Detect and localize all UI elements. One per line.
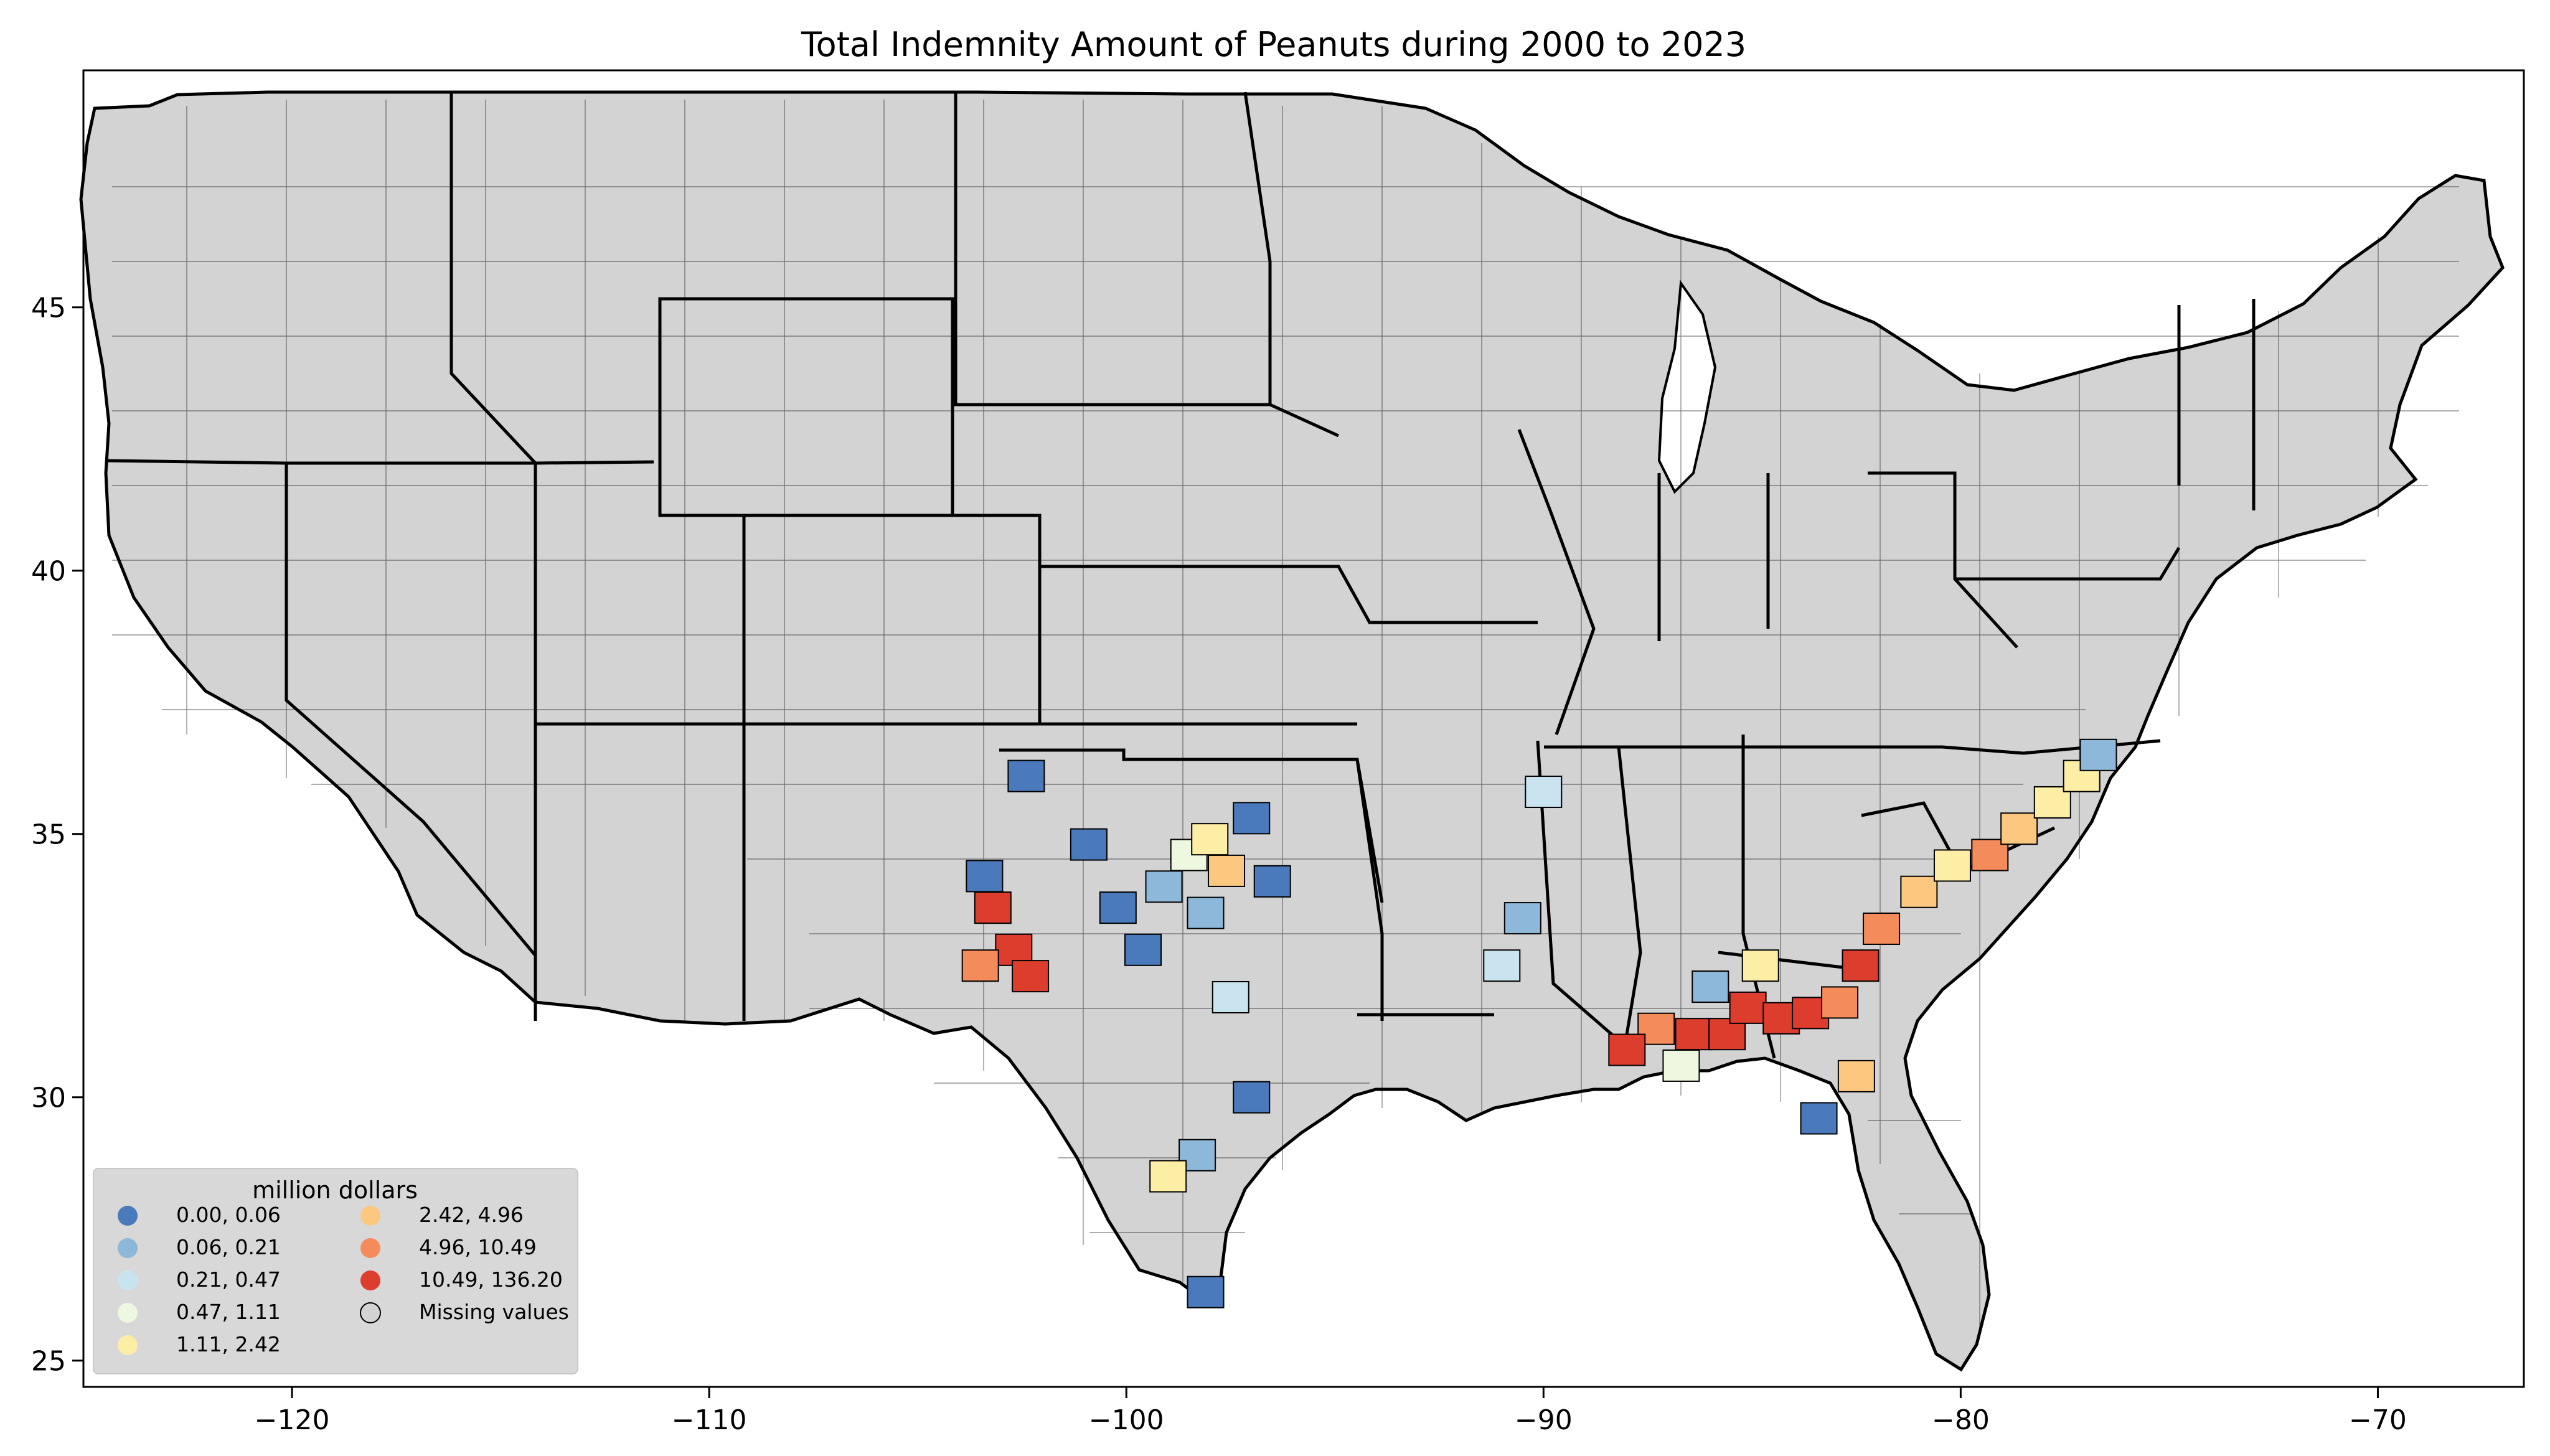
legend-swatch (118, 1238, 138, 1258)
x-tick-label: −80 (1932, 1404, 1990, 1436)
county-region (1187, 896, 1225, 929)
state-borders (105, 92, 2256, 1059)
legend-swatch (360, 1238, 380, 1258)
y-tick-label: 40 (31, 556, 66, 588)
y-tick-label: 35 (31, 819, 66, 851)
county-region (974, 891, 1012, 924)
legend-label: 0.21, 0.47 (176, 1267, 281, 1292)
county-region (1233, 1081, 1271, 1114)
county-region (1821, 986, 1859, 1019)
county-region (1211, 980, 1249, 1013)
legend-swatch (360, 1302, 381, 1323)
x-tick-label: −70 (2349, 1404, 2407, 1436)
county-region (1800, 1102, 1838, 1135)
legend-swatch (118, 1303, 138, 1323)
county-region (1187, 1275, 1225, 1308)
county-region (1842, 949, 1880, 982)
county-region (966, 860, 1004, 893)
us-map (79, 90, 2505, 1372)
lake-michigan (1657, 279, 1717, 494)
x-tick-label: −120 (255, 1404, 330, 1436)
county-region (961, 949, 999, 982)
county-region (1124, 933, 1162, 966)
legend-swatch (118, 1206, 138, 1226)
county-region (1900, 875, 1938, 908)
legend-box (93, 1168, 578, 1374)
legend-items: 0.00, 0.06 0.06, 0.21 0.21, 0.47 0.47, 1.11… (118, 1203, 569, 1356)
x-tick-label: −100 (1089, 1404, 1164, 1436)
map-title: Total Indemnity Amount of Peanuts during… (801, 25, 1746, 64)
legend-label: 2.42, 4.96 (419, 1203, 524, 1227)
county-region (1149, 1160, 1187, 1193)
county-region (1007, 759, 1045, 792)
county-region (1253, 865, 1291, 898)
county-region (1675, 1018, 1713, 1051)
legend-label: 0.00, 0.06 (176, 1203, 281, 1227)
county-region (1145, 870, 1183, 903)
legend-title: million dollars (252, 1177, 418, 1204)
y-tick-label: 30 (31, 1083, 66, 1114)
legend-label: 0.06, 0.21 (176, 1235, 281, 1259)
county-region (1233, 802, 1271, 835)
county-region (1741, 949, 1779, 982)
legend-swatch (360, 1206, 380, 1226)
county-region (1070, 828, 1108, 861)
legend-swatch (118, 1335, 138, 1355)
legend-label: 1.11, 2.42 (176, 1332, 281, 1356)
county-region (1608, 1033, 1646, 1066)
county-region (1503, 902, 1541, 935)
county-region (1483, 949, 1521, 982)
county-region (1691, 970, 1729, 1003)
x-tick-label: −110 (672, 1404, 747, 1436)
legend-label: 4.96, 10.49 (419, 1235, 537, 1259)
county-region (1099, 891, 1137, 924)
legend-label: 0.47, 1.11 (176, 1300, 281, 1324)
continental-us-landmass (79, 90, 2505, 1372)
county-grid (112, 100, 2459, 1338)
county-region (1933, 849, 1971, 882)
county-region (2079, 738, 2117, 771)
y-tick-label: 25 (31, 1346, 66, 1378)
county-region (1012, 960, 1050, 993)
county-region (1662, 1049, 1700, 1082)
legend-swatch (360, 1270, 380, 1290)
legend-label: 10.49, 136.20 (419, 1267, 563, 1292)
county-region (1208, 854, 1246, 887)
county-region (1525, 776, 1563, 809)
county-region (1837, 1059, 1875, 1092)
county-region (2000, 812, 2038, 845)
county-region (1191, 823, 1229, 856)
legend-label: Missing values (419, 1300, 569, 1324)
plot-area: −120 −110 −100 −90 −80 −70 25 30 35 40 45 million… (31, 69, 2525, 1436)
indemnity-counties (961, 738, 2117, 1308)
x-axis: −120 −110 −100 −90 −80 −70 (255, 1387, 2407, 1436)
x-tick-label: −90 (1515, 1404, 1573, 1436)
y-tick-label: 45 (31, 293, 66, 324)
county-region (1637, 1012, 1675, 1045)
y-axis: 25 30 35 40 45 (31, 293, 83, 1378)
county-region (1729, 991, 1767, 1024)
county-region (1863, 912, 1901, 945)
legend-swatch (118, 1270, 138, 1290)
legend: million dollars 0.00, 0.06 0.06, 0.21 0.21… (93, 1168, 578, 1374)
